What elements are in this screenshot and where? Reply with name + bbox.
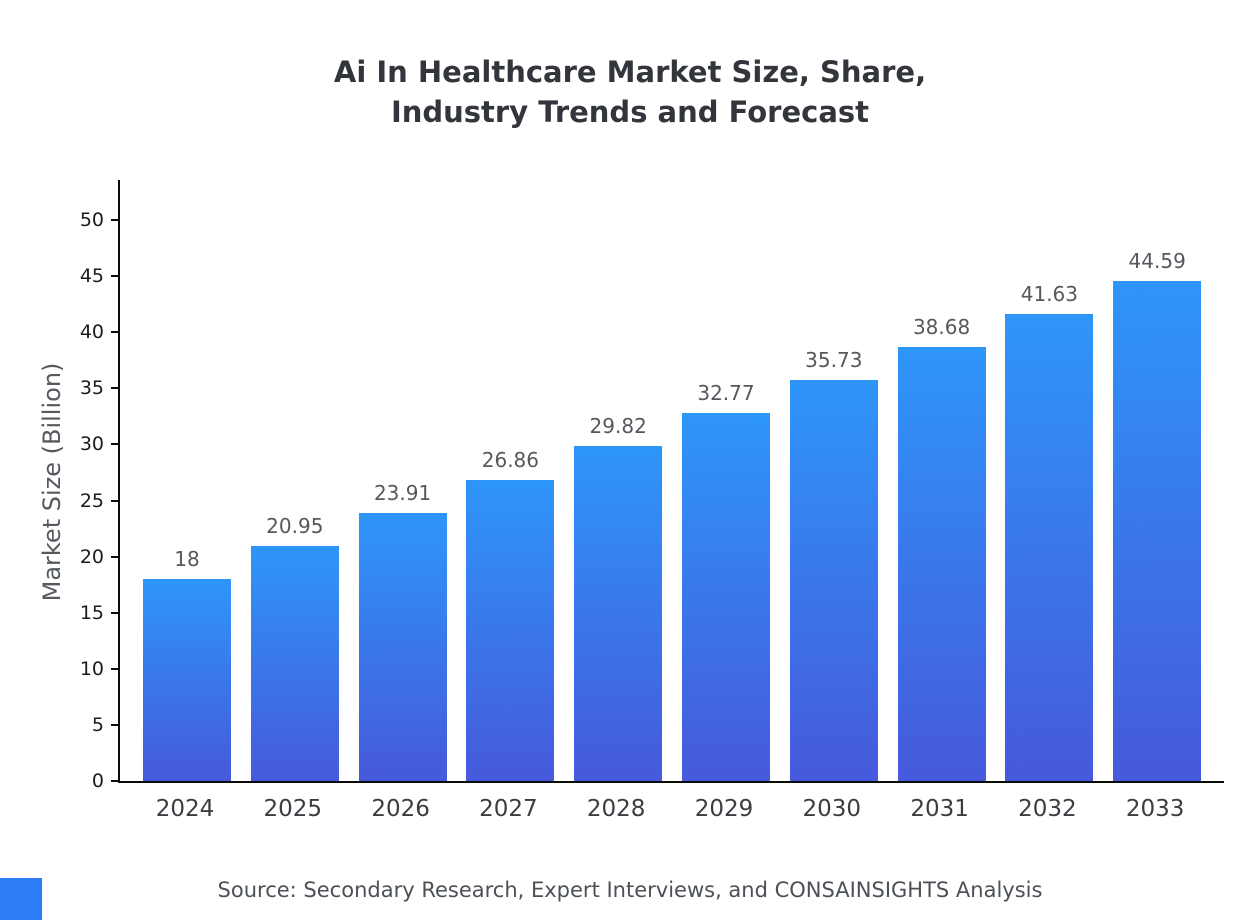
chart-title: Ai In Healthcare Market Size, Share, Ind… xyxy=(333,55,927,129)
x-tick-label-2030: 2030 xyxy=(802,796,862,822)
value-label-2031: 38.68 xyxy=(912,315,971,340)
value-label-2026: 23.91 xyxy=(373,480,432,505)
y-tick-label: 0 xyxy=(91,770,104,792)
x-tick-label-2028: 2028 xyxy=(586,796,646,822)
y-tick-mark xyxy=(111,219,119,221)
y-tick-mark xyxy=(111,499,119,502)
value-label-2032: 41.63 xyxy=(1020,281,1079,306)
y-tick-label: 30 xyxy=(79,433,104,456)
value-label-2025: 20.95 xyxy=(266,513,324,538)
bar-2032 xyxy=(1005,313,1094,781)
brand-mark xyxy=(0,878,42,920)
y-tick-label: 5 xyxy=(91,713,104,736)
y-tick-mark xyxy=(111,443,119,446)
value-label-2033: 44.59 xyxy=(1128,248,1186,273)
y-tick-mark xyxy=(111,555,119,558)
y-tick-label: 35 xyxy=(79,377,104,400)
y-tick-mark xyxy=(111,387,119,390)
y-tick-label: 10 xyxy=(79,657,104,680)
x-tick-label-2033: 2033 xyxy=(1125,796,1185,822)
y-tick-label: 40 xyxy=(79,321,104,344)
x-tick-label-2032: 2032 xyxy=(1018,796,1077,822)
y-tick-mark xyxy=(111,611,119,614)
value-label-2027: 26.86 xyxy=(481,447,540,472)
bar-2029 xyxy=(682,413,770,781)
source-note: Source: Secondary Research, Expert Inter… xyxy=(217,878,1043,902)
bar-2026 xyxy=(358,512,447,781)
y-tick-label: 15 xyxy=(79,601,104,624)
x-tick-label-2025: 2025 xyxy=(263,796,323,822)
bar-2028 xyxy=(574,446,663,781)
bar-2031 xyxy=(897,347,986,781)
bar-2024 xyxy=(143,579,231,781)
bar-2025 xyxy=(250,545,339,781)
y-tick-label: 45 xyxy=(79,265,104,288)
value-label-2028: 29.82 xyxy=(589,414,647,439)
y-tick-mark xyxy=(111,667,119,670)
x-tick-label-2027: 2027 xyxy=(479,796,538,822)
y-tick-mark xyxy=(111,780,119,782)
value-label-2029: 32.77 xyxy=(697,381,755,406)
y-tick-mark xyxy=(111,275,119,278)
y-tick-label: 50 xyxy=(79,209,104,231)
y-tick-label: 25 xyxy=(79,489,104,512)
y-tick-mark xyxy=(111,331,119,334)
bar-2033 xyxy=(1113,280,1202,781)
x-tick-label-2026: 2026 xyxy=(371,796,430,822)
x-tick-label-2024: 2024 xyxy=(155,796,215,822)
value-label-2030: 35.73 xyxy=(805,348,863,373)
plot-area: 0 5 10 15 20 25 30 35 40 45 50 18 20.95 23.91 26.86 29.… xyxy=(80,180,1224,792)
x-axis-labels: 2024 2025 2026 2027 2028 2029 2030 2031 2032 2033 xyxy=(118,794,1222,828)
x-tick-label-2031: 2031 xyxy=(910,796,969,822)
y-tick-label: 20 xyxy=(79,545,104,568)
bar-2027 xyxy=(466,479,555,781)
x-tick-label-2029: 2029 xyxy=(694,796,754,822)
value-label-2024: 18 xyxy=(174,547,200,572)
y-tick-mark xyxy=(111,723,119,726)
bar-2030 xyxy=(789,380,878,781)
